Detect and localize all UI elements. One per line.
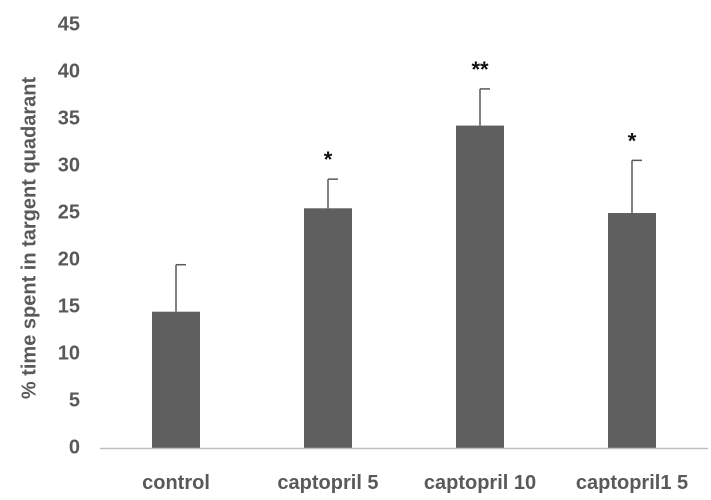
y-axis-title: % time spent in targent quadarant (18, 77, 40, 400)
y-tick-label: 45 (58, 13, 80, 35)
y-tick-label: 5 (69, 389, 80, 411)
bars (152, 125, 656, 448)
y-tick-label: 30 (58, 154, 80, 176)
bar (152, 311, 200, 448)
y-tick-label: 40 (58, 60, 80, 82)
category-label: captopril1 5 (576, 472, 688, 494)
bar (608, 213, 656, 448)
category-labels: control captopril 5 captopril 10 captopril1… (142, 472, 688, 494)
significance-marker: * (628, 128, 637, 153)
significance-marker: * (324, 147, 333, 172)
y-tick-label: 10 (58, 342, 80, 364)
error-bars (175, 88, 642, 312)
y-tick-label: 15 (58, 295, 80, 317)
y-tick-label: 0 (69, 436, 80, 458)
significance-markers: **** (324, 57, 637, 172)
y-axis-ticks: 0 5 10 15 20 25 30 35 40 45 (58, 13, 80, 458)
category-label: captopril 5 (277, 472, 378, 494)
bar (456, 125, 504, 448)
category-label: control (142, 472, 210, 494)
bar (304, 208, 352, 448)
y-tick-label: 35 (58, 107, 80, 129)
y-tick-label: 25 (58, 201, 80, 223)
y-tick-label: 20 (58, 248, 80, 270)
category-label: captopril 10 (424, 472, 536, 494)
significance-marker: ** (471, 57, 489, 82)
